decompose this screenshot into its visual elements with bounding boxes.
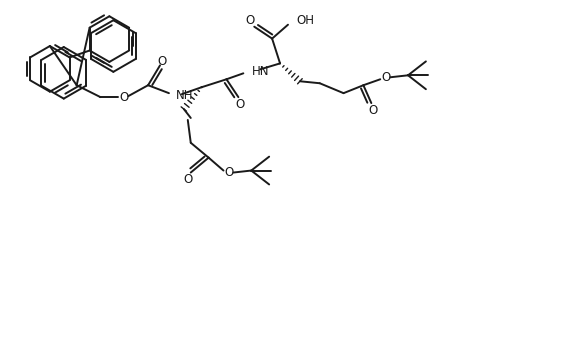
Text: O: O: [236, 97, 245, 110]
Text: O: O: [183, 173, 193, 186]
Text: O: O: [369, 103, 378, 116]
Text: O: O: [225, 166, 234, 179]
Text: O: O: [157, 55, 166, 68]
Text: O: O: [382, 71, 391, 84]
Text: OH: OH: [296, 14, 314, 27]
Text: O: O: [120, 91, 129, 104]
Text: NH: NH: [176, 89, 193, 102]
Text: O: O: [246, 14, 255, 27]
Text: HN: HN: [252, 65, 270, 78]
